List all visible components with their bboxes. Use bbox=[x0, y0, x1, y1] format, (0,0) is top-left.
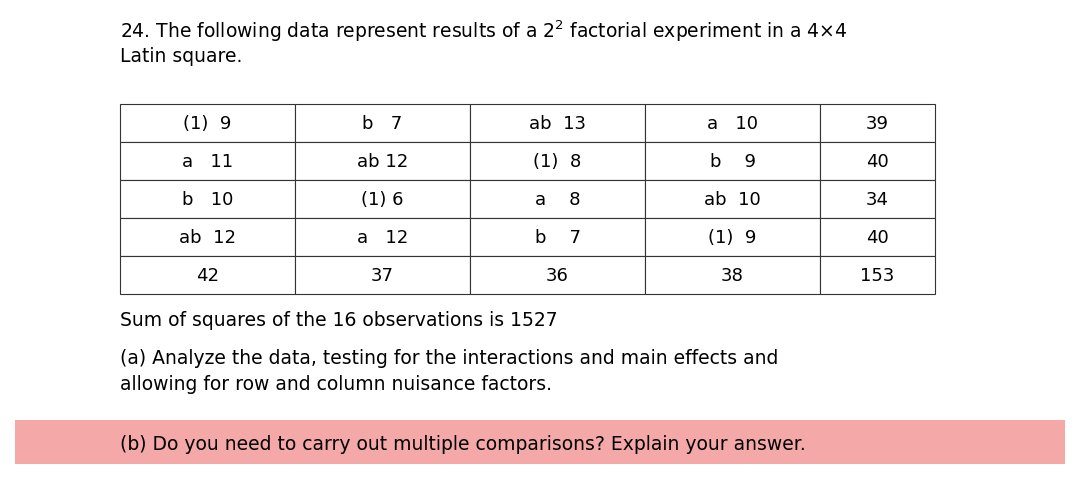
Bar bbox=[15, 420, 1065, 464]
Text: a   10: a 10 bbox=[707, 115, 758, 133]
Bar bbox=[120, 105, 295, 143]
Text: (a) Analyze the data, testing for the interactions and main effects and: (a) Analyze the data, testing for the in… bbox=[120, 348, 779, 367]
Bar bbox=[645, 143, 820, 181]
Bar bbox=[820, 257, 935, 295]
Text: Latin square.: Latin square. bbox=[120, 47, 242, 66]
Text: ab 12: ab 12 bbox=[356, 153, 408, 171]
Text: (1) 6: (1) 6 bbox=[361, 190, 404, 208]
Bar bbox=[470, 143, 645, 181]
Text: b    9: b 9 bbox=[710, 153, 756, 171]
Text: (1)  9: (1) 9 bbox=[708, 228, 757, 246]
Bar bbox=[820, 143, 935, 181]
Text: a   12: a 12 bbox=[356, 228, 408, 246]
Text: 39: 39 bbox=[866, 115, 889, 133]
Bar bbox=[120, 218, 295, 257]
Bar bbox=[645, 181, 820, 218]
Text: a   11: a 11 bbox=[181, 153, 233, 171]
Text: 42: 42 bbox=[195, 267, 219, 285]
Text: b   10: b 10 bbox=[181, 190, 233, 208]
Text: (b) Do you need to carry out multiple comparisons? Explain your answer.: (b) Do you need to carry out multiple co… bbox=[120, 435, 806, 453]
Text: ab  13: ab 13 bbox=[529, 115, 586, 133]
Text: (1)  9: (1) 9 bbox=[184, 115, 232, 133]
Text: 153: 153 bbox=[861, 267, 894, 285]
Text: 38: 38 bbox=[721, 267, 744, 285]
Bar bbox=[645, 105, 820, 143]
Text: Sum of squares of the 16 observations is 1527: Sum of squares of the 16 observations is… bbox=[120, 311, 557, 329]
Text: ab  10: ab 10 bbox=[704, 190, 761, 208]
Text: allowing for row and column nuisance factors.: allowing for row and column nuisance fac… bbox=[120, 374, 552, 393]
Bar bbox=[820, 181, 935, 218]
Bar bbox=[820, 218, 935, 257]
Bar bbox=[645, 257, 820, 295]
Bar bbox=[120, 257, 295, 295]
Text: a    8: a 8 bbox=[535, 190, 580, 208]
Text: 36: 36 bbox=[546, 267, 569, 285]
Text: 40: 40 bbox=[866, 228, 889, 246]
Bar bbox=[295, 181, 470, 218]
Text: 34: 34 bbox=[866, 190, 889, 208]
Text: b   7: b 7 bbox=[363, 115, 403, 133]
Text: 24. The following data represent results of a $2^2$ factorial experiment in a 4$: 24. The following data represent results… bbox=[120, 19, 848, 44]
Bar bbox=[470, 181, 645, 218]
Bar bbox=[120, 143, 295, 181]
Text: 37: 37 bbox=[372, 267, 394, 285]
Bar bbox=[295, 105, 470, 143]
Bar bbox=[470, 257, 645, 295]
Bar bbox=[645, 218, 820, 257]
Text: ab  12: ab 12 bbox=[179, 228, 237, 246]
Bar bbox=[295, 218, 470, 257]
Text: 40: 40 bbox=[866, 153, 889, 171]
Bar bbox=[470, 218, 645, 257]
Text: b    7: b 7 bbox=[535, 228, 581, 246]
Bar bbox=[120, 181, 295, 218]
Bar bbox=[470, 105, 645, 143]
Text: (1)  8: (1) 8 bbox=[534, 153, 582, 171]
Bar bbox=[295, 143, 470, 181]
Bar bbox=[820, 105, 935, 143]
Bar bbox=[295, 257, 470, 295]
